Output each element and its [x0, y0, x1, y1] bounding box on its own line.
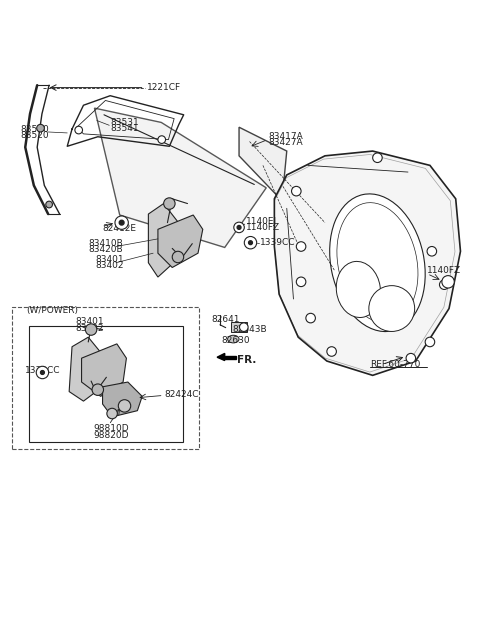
Circle shape [107, 409, 117, 419]
Polygon shape [69, 337, 106, 401]
Circle shape [119, 220, 124, 225]
Circle shape [234, 222, 244, 233]
Polygon shape [225, 356, 236, 358]
Text: 98810D: 98810D [93, 424, 129, 433]
Circle shape [172, 251, 184, 262]
Circle shape [372, 153, 382, 163]
Circle shape [36, 124, 44, 132]
Ellipse shape [336, 261, 381, 318]
Text: 83541: 83541 [110, 124, 139, 133]
Circle shape [406, 353, 416, 363]
Circle shape [115, 216, 128, 229]
Text: 1339CC: 1339CC [25, 366, 61, 375]
Text: 82630: 82630 [221, 335, 250, 345]
Polygon shape [82, 344, 126, 396]
Bar [231, 322, 247, 332]
Text: 82643B: 82643B [232, 325, 267, 334]
Circle shape [36, 366, 48, 379]
Circle shape [296, 277, 306, 287]
Bar [12, 306, 199, 449]
Polygon shape [158, 215, 203, 267]
Ellipse shape [228, 335, 239, 343]
Polygon shape [148, 204, 184, 277]
Circle shape [40, 371, 44, 374]
Text: 98820D: 98820D [93, 430, 129, 439]
Circle shape [306, 313, 315, 323]
Circle shape [427, 246, 437, 256]
Circle shape [75, 126, 83, 134]
Polygon shape [95, 108, 266, 248]
Polygon shape [103, 382, 142, 417]
Text: 83520: 83520 [21, 131, 49, 140]
Text: 1140FZ: 1140FZ [427, 266, 461, 275]
Text: REF.60-770: REF.60-770 [370, 360, 420, 369]
Circle shape [46, 201, 52, 208]
Text: 83402: 83402 [95, 261, 123, 270]
Circle shape [425, 337, 435, 347]
Circle shape [296, 242, 306, 251]
Text: FR.: FR. [237, 355, 256, 365]
Polygon shape [217, 353, 225, 360]
Circle shape [240, 323, 248, 331]
Circle shape [369, 285, 415, 331]
Text: 83531: 83531 [110, 118, 139, 127]
Polygon shape [275, 151, 460, 375]
Text: 83417A: 83417A [269, 132, 303, 141]
Text: 83401: 83401 [95, 255, 123, 264]
Text: 82641: 82641 [211, 314, 240, 324]
Circle shape [164, 198, 175, 209]
Text: 83420B: 83420B [88, 245, 123, 254]
Bar [29, 326, 183, 442]
Polygon shape [239, 127, 287, 201]
Ellipse shape [330, 194, 425, 332]
Circle shape [92, 384, 104, 396]
Text: 1140EJ: 1140EJ [246, 217, 277, 226]
Text: 1221CF: 1221CF [147, 83, 181, 92]
Circle shape [118, 400, 131, 412]
Text: 83410B: 83410B [88, 239, 123, 248]
Circle shape [291, 186, 301, 196]
Text: 82424C: 82424C [165, 390, 199, 399]
Text: 82412E: 82412E [103, 224, 136, 233]
Text: 1339CC: 1339CC [260, 238, 296, 247]
Circle shape [158, 136, 166, 144]
Text: 83402: 83402 [75, 324, 104, 332]
Circle shape [249, 241, 252, 245]
Text: 83401: 83401 [75, 318, 104, 326]
Circle shape [244, 236, 257, 249]
Text: 1140FZ: 1140FZ [246, 223, 280, 232]
Circle shape [237, 225, 241, 229]
Text: (W/POWER): (W/POWER) [26, 306, 78, 315]
Circle shape [327, 347, 336, 357]
Circle shape [442, 275, 454, 288]
Text: 83510: 83510 [21, 124, 49, 134]
Ellipse shape [337, 202, 418, 323]
Circle shape [85, 324, 97, 335]
Circle shape [440, 280, 449, 290]
Text: 83427A: 83427A [269, 139, 303, 147]
